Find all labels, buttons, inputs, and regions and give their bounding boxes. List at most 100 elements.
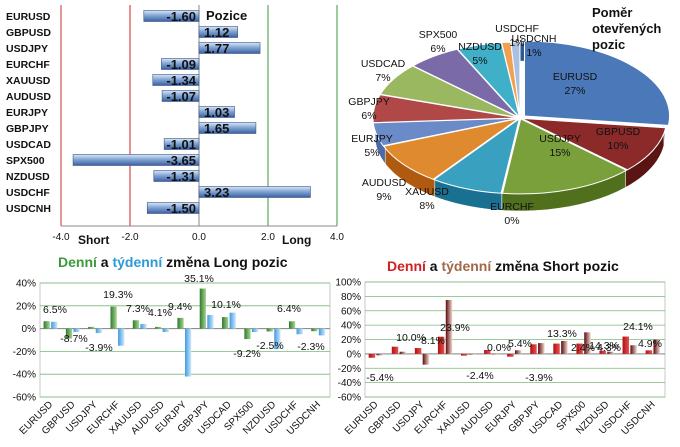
position-value-label: -1.09 bbox=[166, 57, 196, 72]
positions-x-tick: 2.0 bbox=[261, 232, 275, 243]
short-change-value-label: 14.3% bbox=[589, 340, 619, 352]
pie-label: EURJPY bbox=[351, 133, 392, 145]
position-category-label: USDJPY bbox=[6, 43, 48, 55]
long-change-weekly-bar bbox=[229, 312, 236, 329]
position-value-label: 1.77 bbox=[204, 41, 229, 56]
long-change-daily-bar bbox=[65, 328, 73, 339]
long-change-daily-bar bbox=[266, 328, 273, 332]
long-change-title: Denní a týdenní změna Long pozic bbox=[58, 254, 287, 270]
long-change-value-label: -8.7% bbox=[60, 333, 87, 345]
pie-percent: 27% bbox=[564, 85, 585, 97]
position-value-label: 1.03 bbox=[204, 105, 229, 120]
long-title-and: a bbox=[100, 254, 109, 270]
short-title-and: a bbox=[429, 258, 438, 274]
position-bar bbox=[153, 170, 200, 182]
pie-slice bbox=[521, 117, 667, 171]
long-change-y-tick: 20% bbox=[16, 301, 36, 312]
pie-label: XAUUSD bbox=[405, 186, 449, 198]
position-category-label: GBPJPY bbox=[6, 123, 49, 135]
long-change-value-label: 6.5% bbox=[43, 304, 67, 316]
short-change-daily-bar bbox=[437, 336, 445, 354]
long-change-daily-bar bbox=[311, 328, 318, 332]
short-change-weekly-bar bbox=[515, 350, 522, 354]
pie-percent: 15% bbox=[549, 147, 570, 159]
short-change-y-tick: 20% bbox=[341, 335, 361, 346]
short-change-value-label: -5.4% bbox=[366, 372, 393, 384]
position-bar bbox=[161, 58, 200, 70]
position-value-label: 3.23 bbox=[204, 185, 229, 200]
pie-percent: 6% bbox=[361, 110, 376, 122]
pie-label: GBPJPY bbox=[348, 96, 389, 108]
position-category-label: SPX500 bbox=[6, 155, 45, 167]
short-change-y-tick: -40% bbox=[338, 378, 361, 389]
pie-percent: 8% bbox=[419, 200, 434, 212]
long-change-weekly-bar bbox=[207, 314, 214, 329]
long-change-value-label: 6.4% bbox=[277, 303, 301, 315]
pie-label: EURUSD bbox=[553, 71, 598, 83]
short-title-rest: změna Short pozic bbox=[495, 258, 619, 274]
long-change-value-label: 9.4% bbox=[168, 301, 192, 313]
pie-percent: 5% bbox=[472, 55, 487, 67]
pie-percent: 10% bbox=[607, 140, 628, 152]
pie-title-line: Poměr bbox=[592, 5, 632, 20]
long-change-daily-bar bbox=[199, 288, 206, 329]
position-bar bbox=[198, 122, 257, 134]
short-change-weekly-bar bbox=[538, 343, 545, 354]
short-change-value-label: 13.3% bbox=[547, 328, 577, 340]
short-change-daily-bar bbox=[622, 336, 629, 354]
positions-x-tick: 4.0 bbox=[330, 232, 344, 243]
short-change-daily-bar bbox=[484, 349, 491, 354]
pie-title-line: pozic bbox=[592, 37, 625, 52]
position-category-label: USDCHF bbox=[6, 187, 50, 199]
long-title-rest: změna Long pozic bbox=[166, 254, 288, 270]
long-change-value-label: 35.1% bbox=[184, 273, 214, 285]
short-change-value-label: 23.9% bbox=[440, 322, 470, 334]
long-change-weekly-bar bbox=[95, 328, 103, 334]
short-change-value-label: -3.9% bbox=[525, 372, 552, 384]
pie-percent: 1% bbox=[526, 47, 541, 59]
position-value-label: -1.07 bbox=[166, 89, 196, 104]
short-change-weekly-bar bbox=[607, 351, 614, 354]
long-change-y-tick: 0% bbox=[22, 324, 37, 335]
long-change-value-label: 19.3% bbox=[103, 289, 133, 301]
short-title-daily: Denní bbox=[387, 258, 426, 274]
pie-percent: 9% bbox=[376, 191, 391, 203]
short-change-daily-bar bbox=[530, 344, 537, 354]
long-change-weekly-bar bbox=[185, 328, 192, 377]
long-annotation: Long bbox=[282, 233, 311, 247]
pie-percent: 5% bbox=[364, 147, 379, 159]
pie-percent: 0% bbox=[504, 215, 519, 227]
long-change-daily-bar bbox=[244, 328, 251, 340]
pie-percent: 7% bbox=[375, 72, 390, 84]
short-change-weekly-bar bbox=[422, 353, 430, 365]
short-change-y-tick: 40% bbox=[341, 321, 361, 332]
position-value-label: -1.60 bbox=[166, 9, 196, 24]
position-bar bbox=[198, 26, 238, 38]
position-value-label: 1.12 bbox=[204, 25, 229, 40]
pie-percent: 1% bbox=[509, 37, 524, 49]
position-bar bbox=[143, 10, 200, 22]
short-change-daily-bar bbox=[645, 350, 653, 354]
short-change-value-label: 0.0% bbox=[487, 342, 511, 354]
long-change-y-tick: -20% bbox=[13, 347, 36, 358]
short-change-title: Denní a týdenní změna Short pozic bbox=[387, 258, 619, 274]
positions-title: Pozice bbox=[206, 8, 247, 23]
long-change-daily-bar bbox=[222, 317, 229, 329]
short-change-daily-bar bbox=[507, 353, 514, 357]
pie-label: GBPUSD bbox=[596, 126, 641, 138]
pie-slice bbox=[382, 118, 519, 180]
pie-label: USDCAD bbox=[361, 58, 406, 70]
pie-label: USDJPY bbox=[539, 133, 580, 145]
short-change-value-label: 8.1% bbox=[421, 335, 445, 347]
long-change-weekly-bar bbox=[296, 328, 303, 335]
position-category-label: EURJPY bbox=[6, 107, 48, 119]
short-change-weekly-bar bbox=[491, 353, 499, 355]
short-change-daily-bar bbox=[553, 343, 560, 354]
position-category-label: EURUSD bbox=[6, 11, 51, 23]
position-bar bbox=[161, 90, 200, 102]
long-title-daily: Denní bbox=[58, 254, 97, 270]
pie-label: SPX500 bbox=[419, 29, 458, 41]
short-title-weekly: týdenní bbox=[441, 258, 492, 274]
short-change-weekly-bar bbox=[468, 353, 476, 355]
